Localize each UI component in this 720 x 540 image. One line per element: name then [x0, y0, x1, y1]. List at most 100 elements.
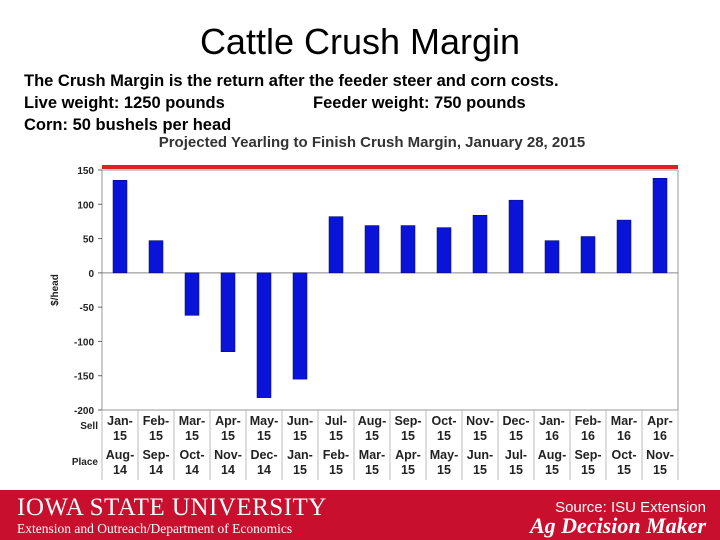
sell-year-label: 16 [617, 429, 631, 443]
sell-year-label: 15 [365, 429, 379, 443]
place-month-label: Sep- [142, 448, 169, 462]
sell-year-label: 16 [545, 429, 559, 443]
ag-decision-maker-wordmark: Ag Decision Maker [530, 513, 706, 538]
place-month-label: Nov- [646, 448, 674, 462]
bar [148, 240, 164, 274]
slide-title: Cattle Crush Margin [199, 21, 521, 62]
place-month-label: Oct- [180, 448, 205, 462]
place-year-label: 14 [113, 463, 127, 477]
place-month-label: Aug- [538, 448, 566, 462]
intro-line-2b: Feeder weight: 750 pounds [313, 94, 526, 112]
intro-line-3: Corn: 50 bushels per head [24, 116, 232, 134]
sell-year-label: 15 [437, 429, 451, 443]
sell-year-label: 16 [581, 429, 595, 443]
row-label-sell: Sell [80, 421, 98, 432]
intro-line-1: The Crush Margin is the return after the… [24, 72, 559, 90]
sell-year-label: 15 [509, 429, 523, 443]
sell-month-label: Mar- [179, 414, 205, 428]
sell-month-label: Jan- [539, 414, 565, 428]
bar [508, 199, 524, 274]
bar [652, 177, 668, 274]
sell-year-label: 15 [329, 429, 343, 443]
place-month-label: Oct- [612, 448, 637, 462]
sell-month-label: Feb- [143, 414, 169, 428]
place-year-label: 14 [185, 463, 199, 477]
row-label-place: Place [72, 457, 99, 468]
sell-year-label: 15 [401, 429, 415, 443]
bar [292, 272, 308, 380]
bar [112, 180, 128, 274]
place-month-label: Jun- [467, 448, 493, 462]
place-year-label: 14 [149, 463, 163, 477]
y-axis-label: $/head [50, 274, 61, 306]
place-year-label: 15 [545, 463, 559, 477]
place-month-label: Jan- [287, 448, 313, 462]
y-tick-label: 0 [88, 269, 94, 280]
place-month-label: Sep- [574, 448, 601, 462]
sell-year-label: 15 [185, 429, 199, 443]
sell-month-label: Mar- [611, 414, 637, 428]
department-text: Extension and Outreach/Department of Eco… [17, 521, 293, 536]
isu-wordmark: Iowa State University [17, 494, 327, 521]
intro-line-2a: Live weight: 1250 pounds [24, 94, 225, 112]
y-tick-label: -150 [74, 372, 94, 383]
place-month-label: Nov- [214, 448, 242, 462]
place-month-label: Aug- [106, 448, 134, 462]
bar [400, 225, 416, 274]
place-year-label: 15 [581, 463, 595, 477]
chart-title: Projected Yearling to Finish Crush Margi… [159, 134, 586, 151]
sell-year-label: 15 [221, 429, 235, 443]
y-tick-label: 150 [77, 166, 94, 177]
bar [472, 215, 488, 274]
footer-bar: Iowa State University Extension and Outr… [0, 490, 720, 540]
place-year-label: 14 [257, 463, 271, 477]
sell-month-label: Oct- [432, 414, 457, 428]
place-year-label: 15 [365, 463, 379, 477]
place-month-label: May- [430, 448, 458, 462]
y-tick-label: 100 [77, 200, 94, 211]
place-month-label: Jul- [505, 448, 527, 462]
bar [436, 227, 452, 274]
sell-month-label: Nov- [466, 414, 494, 428]
place-month-label: Feb- [323, 448, 349, 462]
bar [616, 219, 632, 274]
bar [364, 225, 380, 274]
sell-month-label: Apr- [647, 414, 673, 428]
place-year-label: 15 [509, 463, 523, 477]
place-month-label: Mar- [359, 448, 385, 462]
sell-month-label: Dec- [502, 414, 529, 428]
bar [256, 272, 272, 398]
y-tick-label: -50 [80, 303, 95, 314]
bar [544, 240, 560, 274]
crush-margin-chart: Projected Yearling to Finish Crush Margi… [50, 134, 679, 480]
sell-month-label: Aug- [358, 414, 386, 428]
bar [220, 272, 236, 352]
place-year-label: 14 [221, 463, 235, 477]
place-year-label: 15 [401, 463, 415, 477]
y-tick-label: -100 [74, 337, 94, 348]
sell-year-label: 15 [113, 429, 127, 443]
sell-month-label: Sep- [394, 414, 421, 428]
sell-month-label: Jul- [325, 414, 347, 428]
place-year-label: 15 [653, 463, 667, 477]
sell-month-label: Apr- [215, 414, 241, 428]
y-tick-label: -200 [74, 406, 94, 417]
bar [328, 216, 344, 274]
source-note: Source: ISU Extension [555, 499, 706, 516]
sell-year-label: 15 [473, 429, 487, 443]
place-year-label: 15 [617, 463, 631, 477]
sell-month-label: May- [250, 414, 278, 428]
place-year-label: 15 [473, 463, 487, 477]
sell-month-label: Jan- [107, 414, 133, 428]
sell-year-label: 15 [257, 429, 271, 443]
place-year-label: 15 [329, 463, 343, 477]
place-month-label: Dec- [250, 448, 277, 462]
place-year-label: 15 [437, 463, 451, 477]
sell-month-label: Jun- [287, 414, 313, 428]
bar [184, 272, 200, 316]
y-tick-label: 50 [83, 235, 95, 246]
place-month-label: Apr- [395, 448, 421, 462]
sell-year-label: 15 [149, 429, 163, 443]
place-year-label: 15 [293, 463, 307, 477]
sell-month-label: Feb- [575, 414, 601, 428]
